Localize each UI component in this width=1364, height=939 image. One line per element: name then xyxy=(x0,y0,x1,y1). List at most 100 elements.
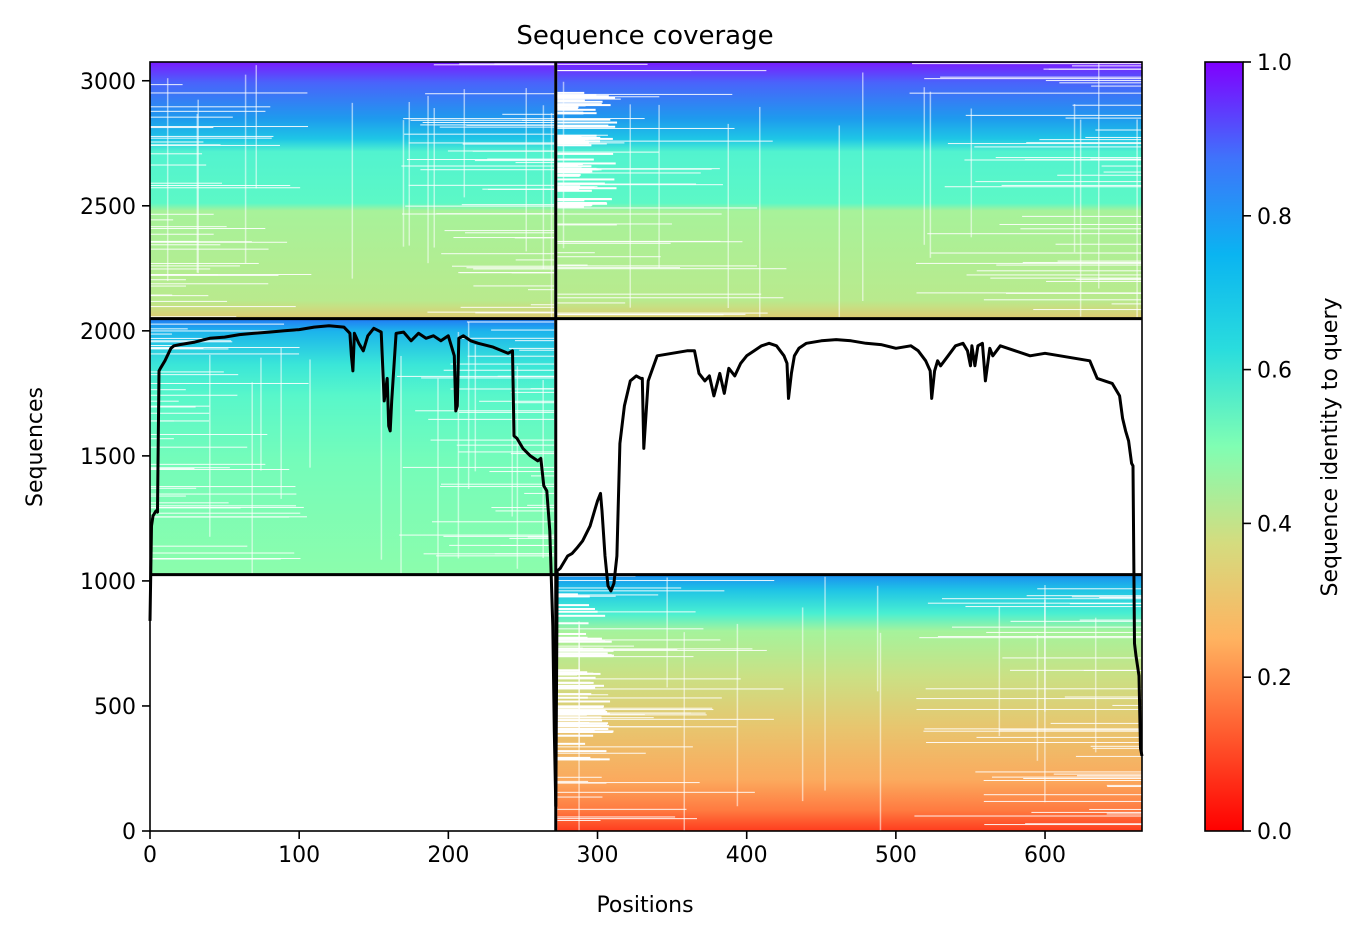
gap-left-edge xyxy=(557,135,582,138)
gap-left-edge xyxy=(557,725,610,728)
gap-line xyxy=(557,782,607,784)
gap-column xyxy=(255,65,258,189)
y-tick-label: 2500 xyxy=(80,195,136,220)
gap-column xyxy=(280,348,282,499)
gap-line xyxy=(459,272,555,274)
gap-left-edge xyxy=(557,637,602,640)
gap-line xyxy=(557,780,589,782)
gap-line xyxy=(450,363,555,365)
gap-line xyxy=(522,119,555,121)
gap-line xyxy=(430,439,555,441)
gap-column xyxy=(309,359,311,468)
gap-line xyxy=(509,537,555,539)
gap-left-edge xyxy=(557,99,585,102)
gap-left-edge xyxy=(557,730,614,733)
gap-line xyxy=(1075,755,1142,757)
gap-line xyxy=(937,636,1142,638)
gap-column xyxy=(629,104,631,308)
gap-line xyxy=(150,405,210,407)
gap-line xyxy=(436,555,555,557)
gap-line xyxy=(150,469,290,471)
gap-line xyxy=(150,92,308,94)
gap-line xyxy=(557,264,588,266)
gap-line xyxy=(1059,82,1142,84)
chart-title: Sequence coverage xyxy=(516,21,773,51)
gap-column xyxy=(244,74,247,264)
gap-line xyxy=(513,402,555,404)
gap-line xyxy=(150,502,229,504)
gap-line xyxy=(150,213,214,215)
gap-line xyxy=(150,420,210,422)
gap-line xyxy=(150,233,214,235)
gap-line xyxy=(1071,596,1142,598)
colorbar-tick-label: 1.0 xyxy=(1257,51,1292,76)
gap-line xyxy=(508,347,555,349)
gap-line xyxy=(150,382,309,384)
gap-line xyxy=(459,411,555,413)
gap-column xyxy=(550,113,553,319)
gap-line xyxy=(441,483,555,485)
gap-line xyxy=(1065,117,1142,119)
gap-line xyxy=(916,292,1142,294)
gap-line xyxy=(451,265,555,267)
gap-line xyxy=(557,594,659,596)
gap-line xyxy=(528,289,555,291)
gap-column xyxy=(1036,635,1039,761)
gap-left-edge xyxy=(557,709,606,712)
gap-line xyxy=(557,697,722,699)
gap-line xyxy=(472,150,555,152)
gap-line xyxy=(1106,813,1142,815)
gap-line xyxy=(150,316,237,318)
gap-left-edge xyxy=(557,632,587,635)
gap-line xyxy=(1057,174,1142,176)
gap-left-edge xyxy=(557,136,601,139)
x-tick-label: 400 xyxy=(726,843,768,868)
gap-line xyxy=(150,135,274,137)
gap-line xyxy=(489,471,555,473)
gap-line xyxy=(557,312,768,314)
gap-left-edge xyxy=(557,693,592,696)
gap-line xyxy=(443,535,555,537)
gap-line xyxy=(557,718,774,720)
gap-left-edge xyxy=(557,716,602,719)
gap-line xyxy=(924,78,1142,80)
gap-line xyxy=(150,274,279,276)
gap-line xyxy=(150,371,224,373)
gap-line xyxy=(150,468,195,470)
gap-line xyxy=(150,137,272,139)
gap-line xyxy=(557,746,693,748)
gap-line xyxy=(557,648,678,650)
y-tick-label: 1000 xyxy=(80,570,136,595)
gap-column xyxy=(251,382,253,585)
gap-line xyxy=(150,164,207,166)
gap-left-edge xyxy=(557,170,593,173)
gap-left-edge xyxy=(557,684,605,687)
gap-line xyxy=(514,340,555,342)
gap-line xyxy=(1064,696,1142,698)
gap-line xyxy=(497,375,555,377)
gap-left-edge xyxy=(557,182,605,185)
gap-line xyxy=(916,698,1142,700)
gap-line xyxy=(557,628,704,630)
gap-line xyxy=(557,580,775,582)
y-axis-label: Sequences xyxy=(23,387,48,507)
gap-line xyxy=(466,124,555,126)
gap-column xyxy=(209,354,211,537)
gap-left-edge xyxy=(557,711,591,714)
gap-line xyxy=(150,507,241,509)
gap-left-edge xyxy=(557,165,592,168)
x-tick-label: 500 xyxy=(875,843,917,868)
gap-line xyxy=(976,736,1142,738)
gap-left-edge xyxy=(557,199,585,202)
gap-column xyxy=(511,360,513,517)
gap-line xyxy=(944,186,1142,188)
gap-line xyxy=(557,224,617,226)
gap-left-edge xyxy=(557,727,609,730)
gap-line xyxy=(421,377,555,379)
gap-line xyxy=(495,510,555,512)
gap-line xyxy=(912,63,1142,65)
gap-line xyxy=(557,168,712,170)
gap-line xyxy=(916,708,1142,710)
gap-left-edge xyxy=(557,185,581,188)
gap-line xyxy=(940,76,1142,78)
